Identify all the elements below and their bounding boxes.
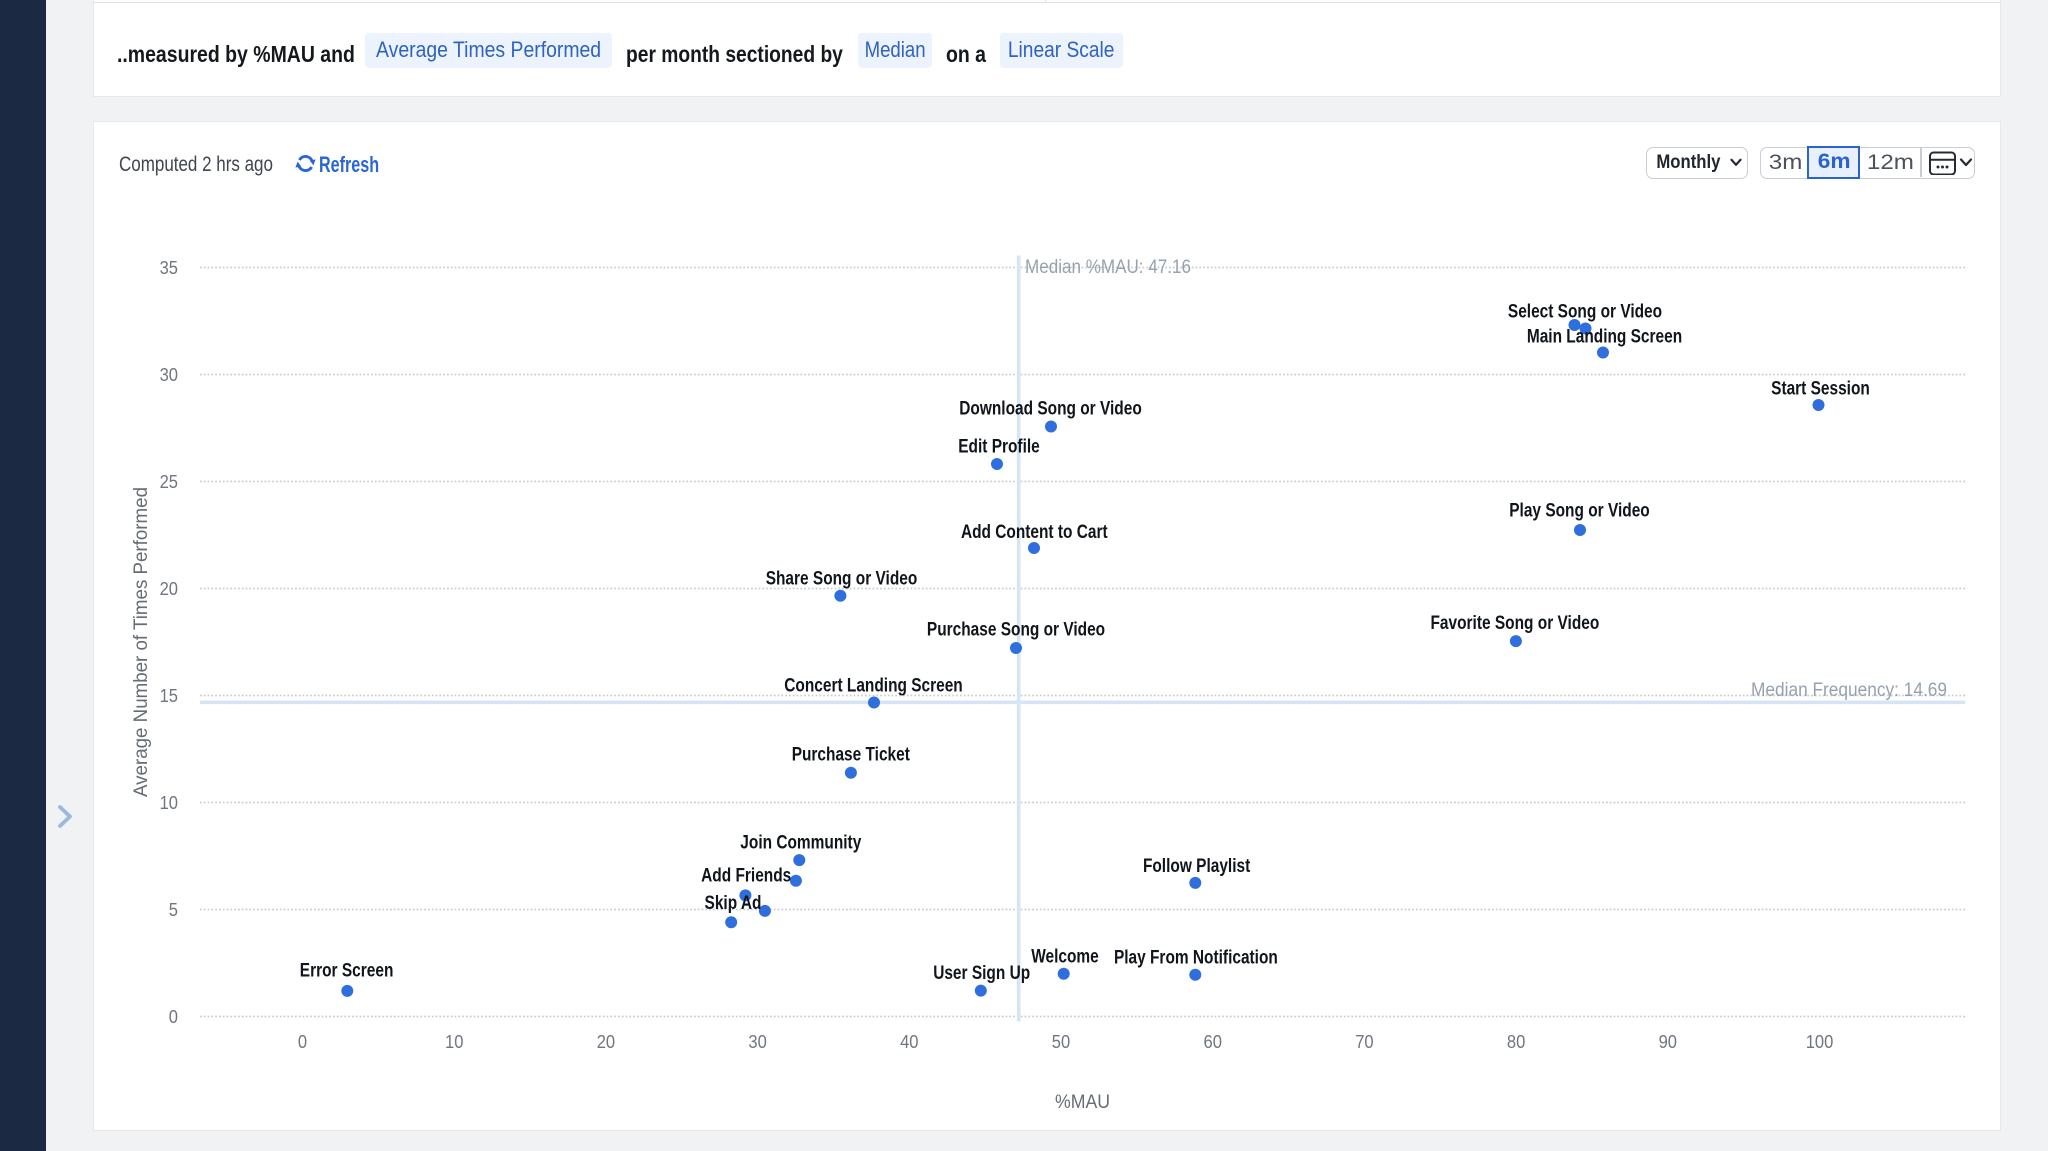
svg-text:50: 50 <box>1052 1032 1070 1052</box>
svg-text:10: 10 <box>445 1032 463 1052</box>
svg-text:Follow Playlist: Follow Playlist <box>1143 856 1251 877</box>
svg-text:90: 90 <box>1659 1032 1677 1052</box>
svg-text:10: 10 <box>160 793 178 813</box>
svg-text:Play Song or Video: Play Song or Video <box>1509 501 1650 522</box>
svg-text:Download Song or Video: Download Song or Video <box>959 399 1142 420</box>
svg-text:Average Number of Times Perfor: Average Number of Times Performed <box>131 487 152 797</box>
svg-text:60: 60 <box>1204 1032 1222 1052</box>
svg-text:Join Community: Join Community <box>740 833 861 854</box>
svg-text:Median Frequency: 14.69: Median Frequency: 14.69 <box>1751 680 1947 701</box>
svg-text:Purchase Song or Video: Purchase Song or Video <box>927 620 1105 641</box>
svg-text:5: 5 <box>169 900 178 920</box>
svg-text:Play From Notification: Play From Notification <box>1114 948 1278 969</box>
svg-text:Concert Landing Screen: Concert Landing Screen <box>784 676 963 697</box>
svg-text:70: 70 <box>1355 1032 1373 1052</box>
svg-text:Skip Ad: Skip Ad <box>705 893 762 914</box>
svg-text:30: 30 <box>160 365 178 385</box>
svg-text:Add Friends: Add Friends <box>701 866 791 887</box>
svg-text:35: 35 <box>160 258 178 278</box>
svg-text:Add Content to Cart: Add Content to Cart <box>961 522 1108 543</box>
svg-text:Edit Profile: Edit Profile <box>958 437 1040 458</box>
svg-text:%MAU: %MAU <box>1055 1092 1110 1113</box>
svg-text:Main Landing Screen: Main Landing Screen <box>1527 327 1682 348</box>
svg-text:20: 20 <box>160 579 178 599</box>
svg-text:Favorite Song or Video: Favorite Song or Video <box>1431 613 1600 634</box>
svg-text:30: 30 <box>748 1032 766 1052</box>
svg-text:Share Song or Video: Share Song or Video <box>766 569 918 590</box>
svg-text:Select Song or Video: Select Song or Video <box>1508 302 1662 323</box>
svg-text:80: 80 <box>1507 1032 1525 1052</box>
svg-text:0: 0 <box>298 1032 307 1052</box>
svg-text:Median %MAU: 47.16: Median %MAU: 47.16 <box>1025 257 1191 278</box>
svg-text:Welcome: Welcome <box>1031 946 1099 967</box>
svg-text:Start Session: Start Session <box>1771 379 1870 400</box>
svg-text:User Sign Up: User Sign Up <box>933 963 1030 984</box>
svg-text:15: 15 <box>160 686 178 706</box>
svg-text:Error Screen: Error Screen <box>300 961 394 982</box>
svg-text:40: 40 <box>900 1032 918 1052</box>
svg-text:100: 100 <box>1806 1032 1834 1052</box>
svg-text:Purchase Ticket: Purchase Ticket <box>792 745 911 766</box>
svg-text:0: 0 <box>169 1007 178 1027</box>
svg-text:25: 25 <box>160 472 178 492</box>
svg-text:20: 20 <box>597 1032 615 1052</box>
